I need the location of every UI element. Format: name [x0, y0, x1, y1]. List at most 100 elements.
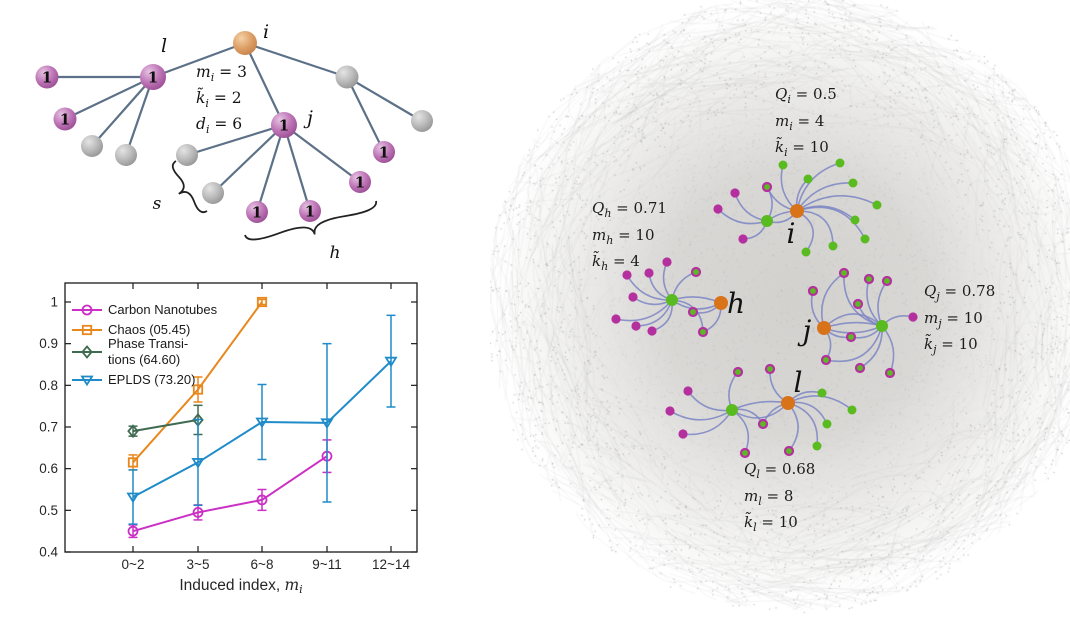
tree-annot-line: di = 6 [196, 115, 243, 137]
marker-circle [192, 507, 204, 518]
tree-annotation: mi = 3 k̃i = 2 di = 6 [196, 62, 247, 140]
marker-square [127, 457, 139, 468]
network-node-magenta [738, 234, 748, 244]
y-tick-label: 0.6 [39, 461, 58, 476]
tree-node-number: 1 [60, 111, 70, 129]
network-annotation-j: Qj = 0.78 mj = 10 k̃j = 10 [924, 281, 995, 361]
network-node-magenta [644, 268, 654, 278]
network-label-h: h [727, 287, 745, 320]
y-tick-label: 0.5 [39, 503, 58, 518]
tree-node [35, 65, 59, 89]
annotation-line: Ql = 0.68 [744, 460, 816, 481]
plot-box [64, 282, 418, 553]
network-hub-green [876, 320, 888, 332]
network-node-ring [739, 447, 751, 459]
network-node-green [828, 241, 838, 251]
marker-square [192, 384, 204, 395]
network-subgraphs: i h jl [611, 158, 918, 459]
network-node-magenta [662, 257, 672, 267]
annotation-line: mj = 10 [924, 308, 983, 330]
network-edge [825, 325, 883, 362]
network-node-magenta [647, 326, 657, 336]
legend-label: Phase Transi- [108, 336, 188, 351]
network-label-l: l [794, 366, 803, 399]
marker-triangle-down [255, 417, 269, 429]
marker-diamond [81, 345, 93, 359]
network-node-magenta [631, 321, 641, 331]
annotation-line: k̃i = 10 [775, 138, 829, 159]
network-node-green [860, 234, 870, 244]
network-node-ring [687, 306, 699, 318]
network-hub-green [726, 404, 738, 416]
network-node-ring [807, 285, 819, 297]
network-node-ring [838, 267, 850, 279]
tree-edge [64, 76, 154, 120]
network-node-green [812, 441, 822, 451]
tree-node-number: 1 [379, 144, 389, 162]
tree-node [349, 171, 371, 193]
network-node-magenta [730, 188, 740, 198]
network-edge [796, 206, 866, 240]
network-edge [787, 402, 799, 452]
network-annotation-l: Ql = 0.68 ml = 8 k̃l = 10 [744, 459, 815, 539]
series-line [132, 455, 328, 533]
marker-triangle-down [384, 356, 398, 368]
tree-edge [186, 123, 285, 157]
y-tick-label: 0.8 [39, 378, 58, 393]
network-node-magenta [683, 386, 693, 396]
network-node-green [847, 405, 857, 415]
x-tick-label: 3~5 [187, 557, 210, 572]
network-background-cloud [490, 0, 1070, 622]
legend-label: Carbon Nanotubes [108, 302, 218, 317]
tree-node [53, 107, 77, 131]
tree-node-number: 1 [355, 174, 365, 192]
annotation-line: k̃h = 4 [592, 252, 640, 273]
marker-square [81, 324, 93, 336]
tree-label-j: j [303, 107, 313, 129]
tree-node [335, 65, 359, 89]
tree-node [373, 141, 395, 163]
network-node-magenta [713, 204, 723, 214]
curly-brace [244, 200, 377, 241]
annotation-line: Qi = 0.5 [775, 85, 837, 106]
network-edge [671, 296, 722, 304]
marker-circle [81, 304, 93, 316]
network-label-j: j [797, 314, 812, 347]
tree-edge [152, 41, 246, 79]
x-tick-label: 6~8 [251, 557, 274, 572]
network-edge [615, 299, 673, 322]
network-node-ring [690, 266, 702, 278]
tree-node-number: 1 [252, 204, 262, 222]
x-tick-label: 12~14 [372, 557, 410, 572]
network-node-ring [854, 362, 866, 374]
tree-edge [244, 41, 348, 79]
network-hub-orange [714, 296, 728, 310]
network-edge [780, 164, 798, 212]
network-node-ring [820, 354, 832, 366]
marker-triangle-down [191, 458, 205, 469]
y-tick-label: 0.7 [39, 420, 58, 435]
network-node-green [822, 419, 832, 429]
network-node-magenta [678, 429, 688, 439]
network-edge [881, 325, 895, 374]
subgraph-nodes [611, 158, 918, 459]
network-node-ring [783, 445, 795, 457]
network-node-ring [884, 367, 896, 379]
annotation-line: mi = 4 [775, 111, 825, 133]
network-edge [796, 210, 834, 247]
network-node-green [835, 158, 845, 168]
metric-chart: 0~2 3~5 6~8 9~11 12~14 0.4 0.5 0.6 0.7 0.8 0.9 1 Ind… [39, 282, 418, 596]
curly-brace [171, 160, 208, 214]
network-node-magenta [611, 314, 621, 324]
tree-node-number: 1 [305, 203, 315, 221]
network-node-green [801, 247, 811, 257]
marker-square [256, 296, 268, 308]
tree-nodes: 111 111 11 [35, 31, 433, 223]
tree-edge [244, 42, 285, 126]
marker-triangle-down [320, 418, 334, 430]
network-hub-green [761, 215, 773, 227]
tree-node [271, 112, 297, 138]
network-label-i: i [787, 217, 796, 250]
network-node-green [850, 215, 860, 225]
